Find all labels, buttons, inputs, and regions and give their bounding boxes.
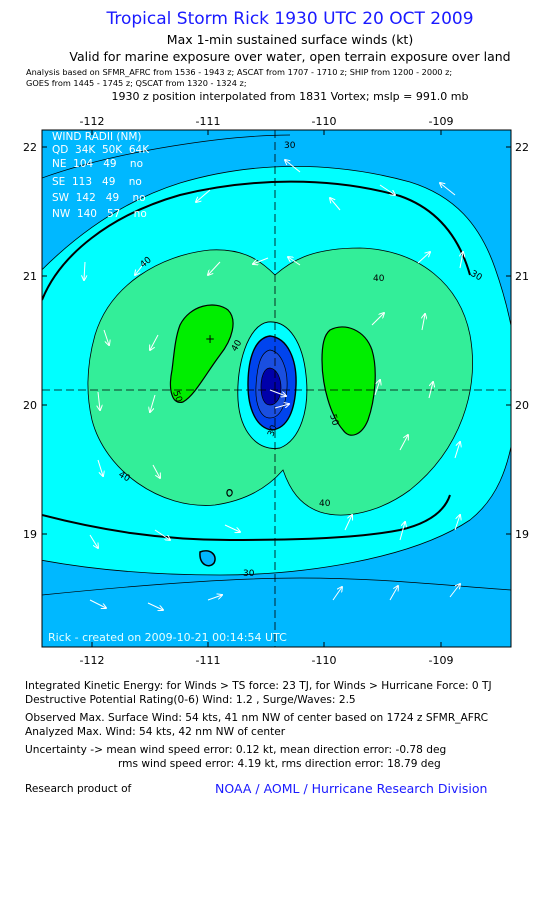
bottom-longitude-tick: -111 [196, 654, 221, 667]
wind-radii-title: WIND RADII (NM) [52, 131, 142, 143]
dpr-line: Destructive Potential Rating(0-6) Wind: … [25, 694, 356, 706]
contour-label: 30 [266, 424, 279, 438]
contour-label: 50 [170, 390, 183, 404]
top-longitude-tick: -110 [312, 115, 337, 128]
bottom-longitude-tick: -112 [80, 654, 105, 667]
left-latitude-tick: 20 [23, 399, 37, 412]
analyzed-max-wind: Analyzed Max. Wind: 54 kts, 42 nm NW of … [25, 726, 286, 738]
wind-radii-header: QD 34K 50K 64K [52, 144, 150, 156]
wind-field-map: 30 30 30 40 40 40 40 40 30 50 50 + WIND … [23, 115, 529, 667]
wind-vectors [84, 160, 463, 610]
validity-note: Valid for marine exposure over water, op… [69, 49, 511, 64]
wind-radii-table: WIND RADII (NM) QD 34K 50K 64K NE 104 49… [52, 131, 150, 220]
wind-radii-row: NE 104 49 no [52, 158, 143, 170]
observed-max-wind: Observed Max. Surface Wind: 54 kts, 41 n… [25, 712, 489, 724]
contour-label: 40 [319, 499, 331, 509]
right-latitude-tick: 21 [515, 270, 529, 283]
contour-label: 30 [243, 569, 255, 579]
left-latitude-tick: 22 [23, 141, 37, 154]
research-product-label: Research product of [25, 783, 132, 795]
position-note: 1930 z position interpolated from 1831 V… [111, 90, 469, 103]
wind-max-west [169, 304, 234, 403]
left-latitude-tick: 21 [23, 270, 37, 283]
analysis-sources-line-2: GOES from 1445 - 1745 z; QSCAT from 1320… [26, 78, 247, 88]
contour-label: 30 [284, 141, 296, 151]
wind-radii-row: SE 113 49 no [52, 176, 142, 188]
right-latitude-tick: 19 [515, 528, 529, 541]
contour-label: 50 [327, 413, 340, 427]
uncertainty-line-1: Uncertainty -> mean wind speed error: 0.… [25, 744, 447, 756]
analysis-sources-line-1: Analysis based on SFMR_AFRC from 1536 - … [26, 67, 453, 77]
right-latitude-tick: 22 [515, 141, 529, 154]
page-title: Tropical Storm Rick 1930 UTC 20 OCT 2009 [106, 9, 474, 29]
wind-max-east [321, 326, 376, 436]
center-deep [260, 367, 282, 406]
bottom-longitude-tick: -109 [429, 654, 454, 667]
noaa-aoml-hrd-link[interactable]: NOAA / AOML / Hurricane Research Divisio… [215, 781, 488, 796]
right-latitude-tick: 20 [515, 399, 529, 412]
uncertainty-line-2: rms wind speed error: 4.19 kt, rms direc… [118, 758, 441, 770]
top-longitude-tick: -111 [196, 115, 221, 128]
bottom-longitude-tick: -110 [312, 654, 337, 667]
contour-label: 40 [373, 274, 385, 284]
svg-text:+: + [205, 332, 215, 346]
ike-line: Integrated Kinetic Energy: for Winds > T… [25, 680, 492, 692]
top-longitude-tick: -109 [429, 115, 454, 128]
top-longitude-tick: -112 [80, 115, 105, 128]
map-credit: Rick - created on 2009-10-21 00:14:54 UT… [48, 631, 287, 644]
left-latitude-tick: 19 [23, 528, 37, 541]
wind-radii-row: NW 140 57 no [52, 208, 147, 220]
map-subtitle: Max 1-min sustained surface winds (kt) [166, 32, 414, 47]
wind-radii-row: SW 142 49 no [52, 192, 146, 204]
